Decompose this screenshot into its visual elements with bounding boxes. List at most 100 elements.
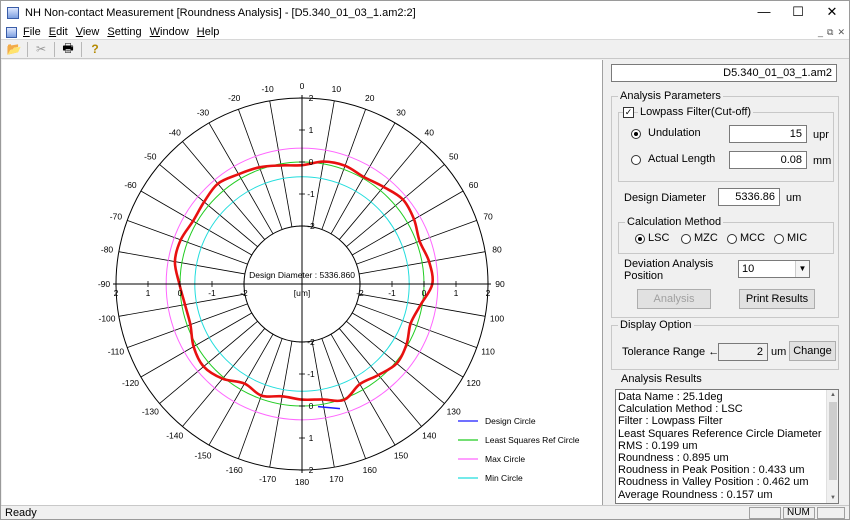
radial-tick-label: -2 [307,221,315,231]
scrollbar-thumb[interactable] [829,402,837,480]
method-mcc-radio[interactable] [727,234,737,244]
file-name-display: D5.340_01_03_1.am2 [611,64,837,82]
deviation-position-select[interactable]: 10 ▼ [738,260,810,278]
design-circle-segment [317,405,341,410]
angle-label: -130 [142,406,159,416]
cut-icon[interactable]: ✂ [35,42,47,56]
roundness-plot-area: 2 2 2 2 1 1 1 1 0 0 0 0 -1 -1 -1 -1 -2 -2 -2 -2 0 10 20 30 40 50 6… [2,60,602,505]
angle-label: -90 [98,279,111,289]
angle-label: 10 [332,84,342,94]
angle-label: -140 [166,431,183,441]
angle-label: 80 [492,245,502,255]
undulation-radio[interactable] [631,129,641,139]
lowpass-label: Lowpass Filter(Cut-off) [638,106,754,119]
angle-label: 50 [449,152,459,162]
angle-label: 150 [394,450,408,460]
angle-label: -30 [197,108,210,118]
radial-tick-label: -1 [388,288,396,298]
status-num: NUM [783,507,815,519]
lowpass-checkbox[interactable]: ✓ [623,107,634,118]
design-diameter-center-label: Design Diameter : 5336.860 [249,270,355,280]
angle-label: 140 [422,431,436,441]
angle-label: -160 [226,465,243,475]
menu-edit[interactable]: Edit [48,26,68,38]
analysis-results-title: Analysis Results [621,373,702,385]
results-scrollbar[interactable]: ▲ ▼ [826,390,838,503]
menu-view[interactable]: View [75,26,100,38]
scroll-down-icon[interactable]: ▼ [830,495,836,501]
menu-help[interactable]: Help [196,26,220,38]
mdi-close-button[interactable]: ✕ [837,27,845,37]
open-folder-icon[interactable]: 📂 [6,42,22,56]
design-diameter-unit: um [786,192,802,204]
angle-label: 100 [490,313,504,323]
radial-tick-label: -1 [307,369,315,379]
radial-tick-label: 1 [309,433,314,443]
radial-tick-label: 0 [422,288,427,298]
deviation-position-value: 10 [742,263,755,275]
angle-label: -170 [259,474,276,484]
legend-label: Min Circle [485,473,523,483]
angle-label: -150 [194,450,211,460]
toolbar-separator [81,41,82,57]
result-line: Data Name : 25.1deg [618,391,723,403]
radial-tick-label: 1 [309,125,314,135]
angle-label: -110 [108,347,125,357]
minimize-button[interactable]: — [757,4,771,19]
change-button[interactable]: Change [789,341,836,361]
maximize-button[interactable]: ☐ [792,4,804,19]
method-mzc-radio[interactable] [681,234,691,244]
result-line: Roudness in Peak Position : 0.433 um [618,464,805,477]
window-title: NH Non-contact Measurement [Roundness An… [25,7,416,19]
undulation-unit: upr [813,129,829,141]
print-icon[interactable]: 🖶 [62,40,74,55]
menu-window[interactable]: Window [149,26,189,38]
angle-label: 170 [329,474,343,484]
angle-label: 60 [469,180,479,190]
print-results-button[interactable]: Print Results [739,289,815,309]
unit-label: [um] [294,288,311,298]
menu-setting[interactable]: Setting [107,26,142,38]
help-icon[interactable]: ? [91,42,99,56]
method-mic-radio[interactable] [774,234,784,244]
analysis-results-box: Data Name : 25.1deg Calculation Method :… [615,389,839,504]
actual-length-radio[interactable] [631,155,641,165]
angle-label: 70 [483,211,493,221]
analysis-button[interactable]: Analysis [637,289,711,309]
undulation-field[interactable]: 15 [729,125,807,143]
menu-bar: File Edit View Setting Window Help _ ⧉ ✕ [1,25,849,39]
actual-length-field[interactable]: 0.08 [729,151,807,169]
radial-tick-label: -2 [240,288,248,298]
radial-tick-label: 1 [146,288,151,298]
method-lsc-label: LSC [648,232,670,244]
mdi-restore-button[interactable]: ⧉ [827,27,834,37]
result-line: Average Roundness : 0.157 um [618,488,773,501]
angle-label: -20 [228,93,241,103]
mdi-minimize-button[interactable]: _ [818,27,824,37]
angle-label: 130 [447,406,461,416]
radial-tick-label: 2 [486,288,491,298]
menu-file[interactable]: File [23,26,41,38]
radial-tick-label: -2 [356,288,364,298]
radial-tick-label: 2 [309,93,314,103]
angle-label: -40 [169,127,182,137]
title-bar: NH Non-contact Measurement [Roundness An… [1,1,849,25]
deviation-position-label: Position [624,270,664,282]
angle-label: 40 [425,127,435,137]
angle-label: 120 [466,378,480,388]
chevron-down-icon[interactable]: ▼ [795,261,809,277]
radial-tick-label: -1 [208,288,216,298]
radial-tick-label: -1 [307,189,315,199]
deviation-analysis-label: Deviation Analysis [624,258,714,270]
undulation-label: Undulation [648,127,701,139]
angle-label: 110 [481,347,495,357]
method-mcc-label: MCC [740,232,766,244]
design-diameter-field[interactable]: 5336.86 [718,188,780,206]
close-button[interactable]: ✕ [826,4,838,19]
method-lsc-radio[interactable] [635,234,645,244]
tolerance-range-field[interactable]: 2 [718,343,768,361]
document-icon[interactable] [6,26,17,38]
scroll-up-icon[interactable]: ▲ [830,392,836,398]
